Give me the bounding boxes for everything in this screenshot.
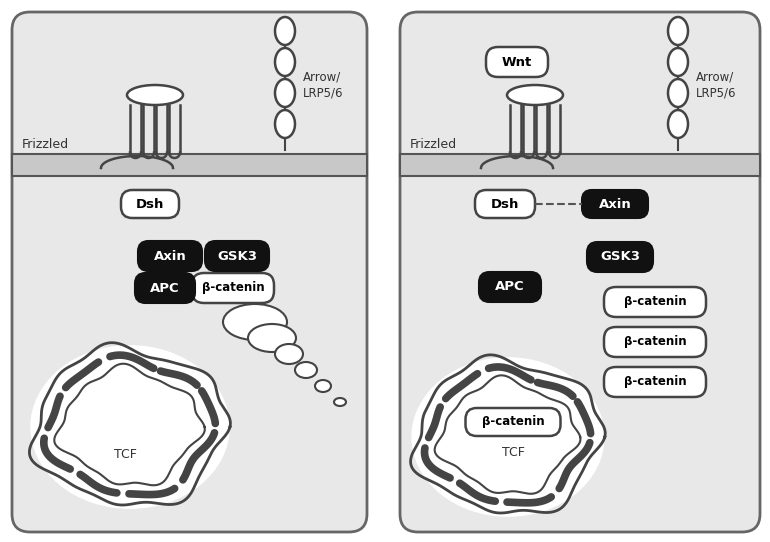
Text: Axin: Axin [598, 197, 631, 210]
Ellipse shape [668, 17, 688, 45]
Ellipse shape [30, 345, 229, 509]
Ellipse shape [127, 85, 183, 105]
Text: β-catenin: β-catenin [482, 416, 544, 429]
Text: APC: APC [495, 281, 525, 294]
Text: Arrow/
LRP5/6: Arrow/ LRP5/6 [696, 71, 736, 99]
FancyBboxPatch shape [604, 367, 706, 397]
Text: GSK3: GSK3 [600, 250, 640, 263]
Ellipse shape [275, 17, 295, 45]
FancyBboxPatch shape [604, 287, 706, 317]
Ellipse shape [275, 344, 303, 364]
FancyBboxPatch shape [12, 12, 367, 532]
Ellipse shape [668, 110, 688, 138]
Ellipse shape [315, 380, 331, 392]
Text: Dsh: Dsh [136, 197, 164, 210]
Text: TCF: TCF [113, 448, 136, 461]
Text: β-catenin: β-catenin [624, 295, 686, 308]
Text: Frizzled: Frizzled [410, 139, 457, 152]
FancyBboxPatch shape [587, 242, 653, 272]
FancyBboxPatch shape [135, 273, 195, 303]
FancyBboxPatch shape [205, 241, 269, 271]
Text: β-catenin: β-catenin [624, 376, 686, 389]
Text: GSK3: GSK3 [217, 249, 257, 262]
Ellipse shape [411, 357, 604, 517]
FancyBboxPatch shape [121, 190, 179, 218]
Ellipse shape [668, 79, 688, 107]
Text: β-catenin: β-catenin [202, 281, 264, 294]
FancyBboxPatch shape [192, 273, 274, 303]
Text: Wnt: Wnt [502, 55, 532, 68]
FancyBboxPatch shape [400, 12, 760, 532]
Ellipse shape [507, 85, 563, 105]
Text: APC: APC [150, 281, 180, 294]
Bar [400, 154, 760, 176]
Ellipse shape [334, 398, 346, 406]
FancyBboxPatch shape [138, 241, 202, 271]
FancyBboxPatch shape [486, 47, 548, 77]
Text: Frizzled: Frizzled [22, 139, 69, 152]
Text: Axin: Axin [154, 249, 186, 262]
Ellipse shape [275, 48, 295, 76]
Text: Dsh: Dsh [490, 197, 519, 210]
FancyBboxPatch shape [582, 190, 648, 218]
FancyBboxPatch shape [604, 327, 706, 357]
Ellipse shape [295, 362, 317, 378]
Ellipse shape [223, 304, 287, 340]
FancyBboxPatch shape [466, 408, 561, 436]
Text: β-catenin: β-catenin [624, 335, 686, 349]
Ellipse shape [275, 79, 295, 107]
Ellipse shape [248, 324, 296, 352]
FancyBboxPatch shape [475, 190, 535, 218]
Bar [12, 154, 367, 176]
FancyBboxPatch shape [479, 272, 541, 302]
Text: Arrow/
LRP5/6: Arrow/ LRP5/6 [303, 71, 343, 99]
Ellipse shape [275, 110, 295, 138]
Ellipse shape [668, 48, 688, 76]
Text: TCF: TCF [501, 446, 524, 459]
